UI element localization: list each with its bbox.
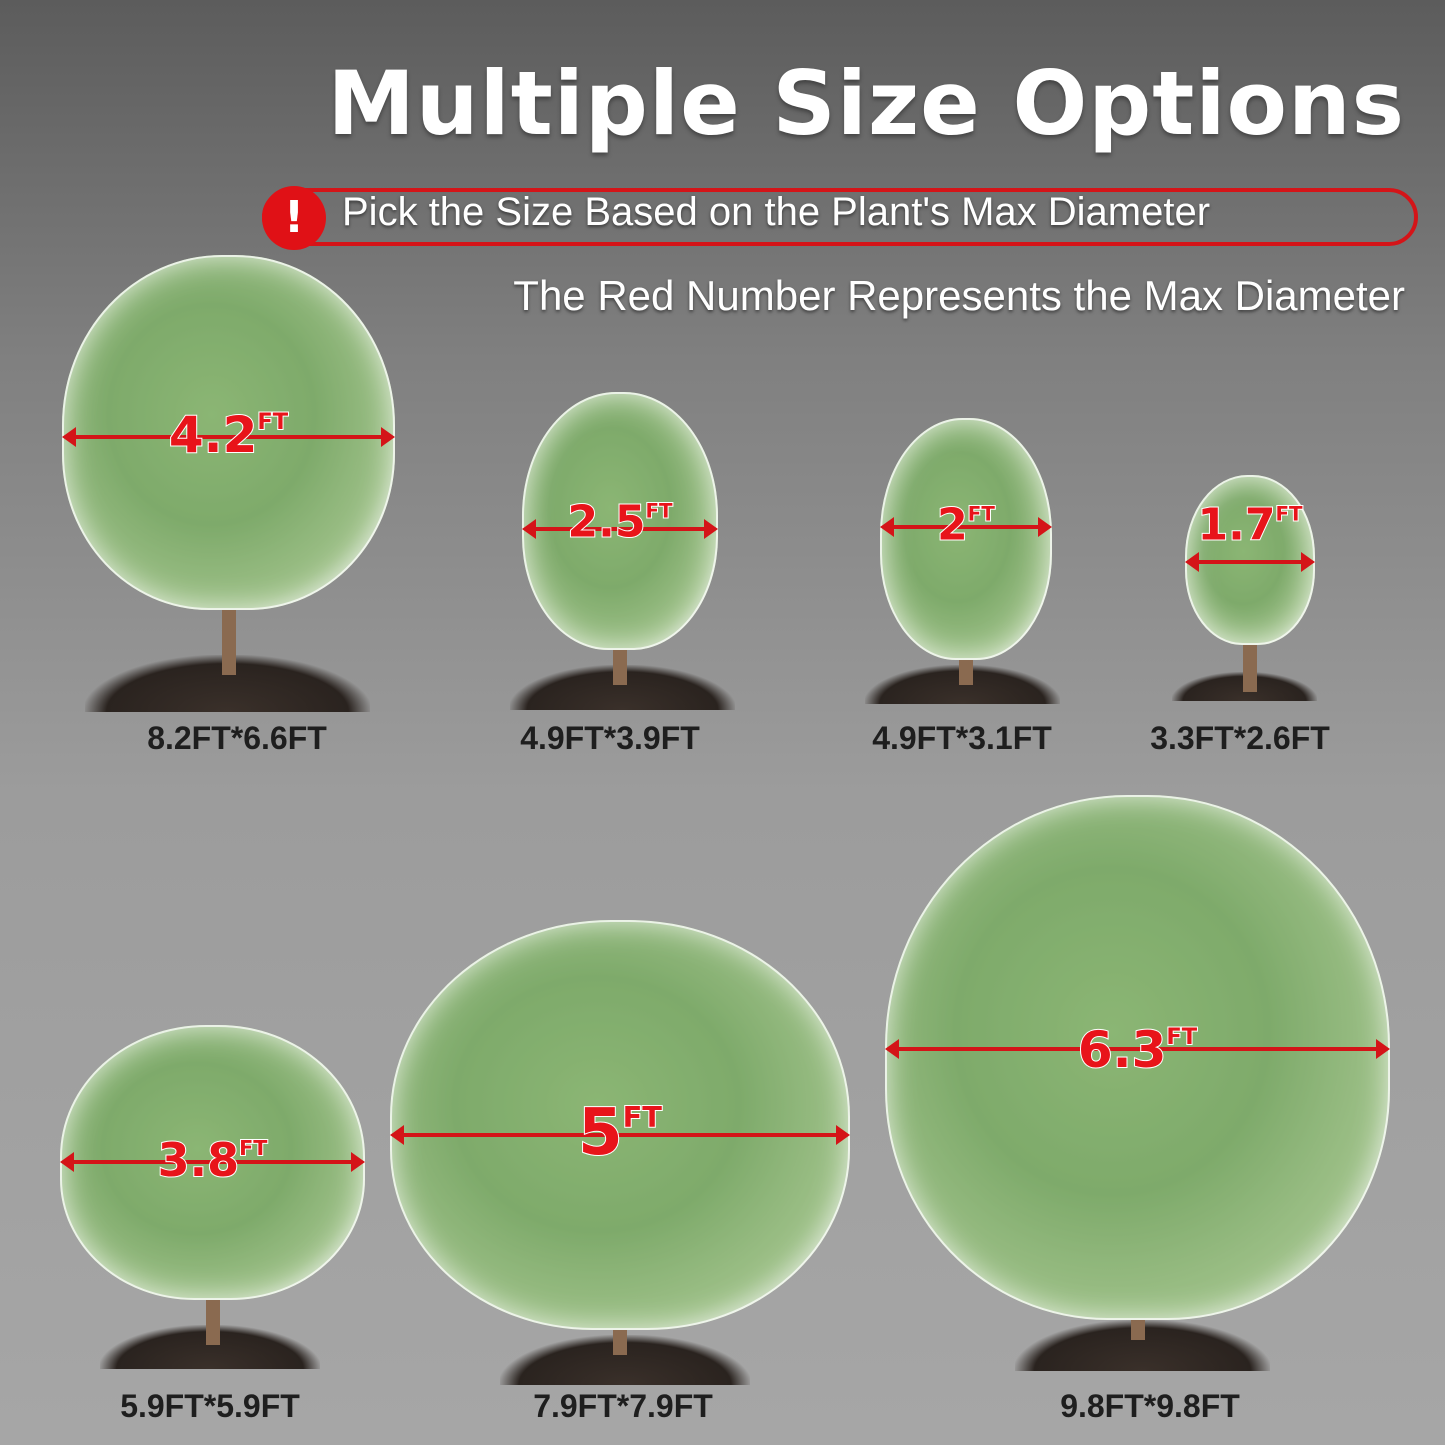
diameter-label: 1.7FT [1197,499,1304,552]
diameter-unit: FT [1165,1023,1198,1051]
size-label: 4.9FT*3.1FT [872,720,1052,756]
diameter-value: 1.7 [1197,499,1277,552]
diameter-label: 6.3FT [1077,1020,1198,1080]
size-label: 3.3FT*2.6FT [1150,720,1330,756]
diameter-arrow [60,1152,365,1172]
diameter-label: 5FT [577,1095,663,1171]
diameter-value: 4.2 [168,405,259,465]
notice-text: Pick the Size Based on the Plant's Max D… [342,190,1211,234]
diameter-value: 5 [577,1095,624,1171]
size-label: 5.9FT*5.9FT [120,1388,300,1424]
subtitle: The Red Number Represents the Max Diamet… [513,272,1405,319]
diameter-arrow [522,519,718,539]
size-label: 4.9FT*3.9FT [520,720,700,756]
diameter-value: 2.5 [567,496,647,549]
exclamation-icon: ! [262,186,326,250]
page-title: Multiple Size Options [327,52,1405,155]
diameter-label: 2FT [936,499,996,552]
covered-tree-image [390,920,850,1330]
diameter-value: 2 [936,499,969,552]
diameter-arrow [390,1125,850,1145]
diameter-unit: FT [256,408,289,436]
covered-tree-image [885,795,1390,1320]
diameter-arrow [880,517,1052,537]
diameter-label: 2.5FT [567,496,674,549]
diameter-value: 3.8 [157,1132,240,1188]
size-label: 8.2FT*6.6FT [147,720,327,756]
tree-trunk [221,590,236,675]
diameter-arrow [885,1039,1390,1059]
size-label: 7.9FT*7.9FT [533,1388,713,1424]
diameter-label: 3.8FT [157,1132,269,1188]
covered-tree-image [880,418,1052,660]
size-label: 9.8FT*9.8FT [1060,1388,1240,1424]
diameter-unit: FT [967,501,996,526]
diameter-arrow [62,427,395,447]
diameter-label: 4.2FT [168,405,289,465]
diameter-arrow [1185,552,1315,572]
diameter-value: 6.3 [1077,1020,1168,1080]
diameter-unit: FT [238,1135,268,1161]
diameter-unit: FT [1274,501,1303,526]
diameter-unit: FT [622,1099,663,1135]
diameter-unit: FT [644,498,673,523]
